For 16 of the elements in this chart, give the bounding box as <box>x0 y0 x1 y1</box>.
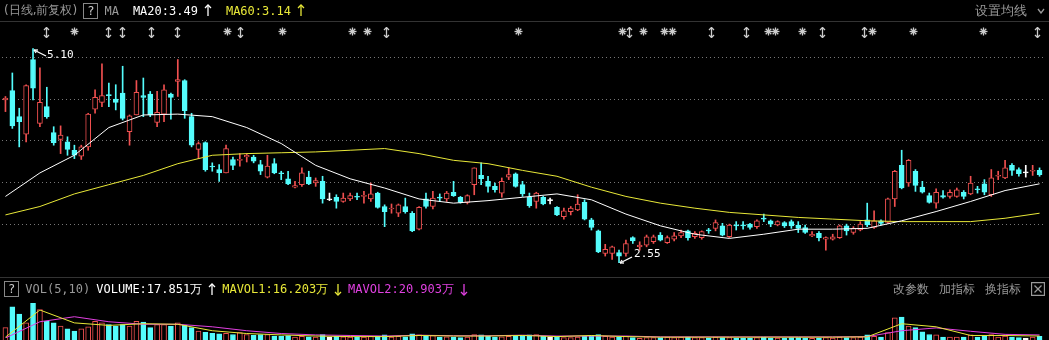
text: VOLUME:17.851万 <box>96 280 203 298</box>
text: MAVOL1:16.203万 <box>222 280 329 298</box>
text: MA <box>104 3 119 18</box>
text: VOL(5,10) <box>25 282 91 296</box>
legend-label: MA20:3.49 <box>132 3 198 18</box>
text: 加指标 <box>939 280 975 298</box>
text: 改参数 <box>893 280 929 298</box>
annotation: 2.55 <box>634 246 661 260</box>
text: ? <box>4 281 20 297</box>
text: 设置均线 <box>975 1 1027 20</box>
text: MAVOL2:20.903万 <box>348 280 455 298</box>
chart-subtitle: (日线,前复权) <box>4 2 78 19</box>
text: ? <box>83 2 99 19</box>
text: 换指标 <box>985 280 1021 298</box>
legend-label: MA60:3.14 <box>225 3 291 18</box>
annotation: 5.10 <box>47 47 74 61</box>
